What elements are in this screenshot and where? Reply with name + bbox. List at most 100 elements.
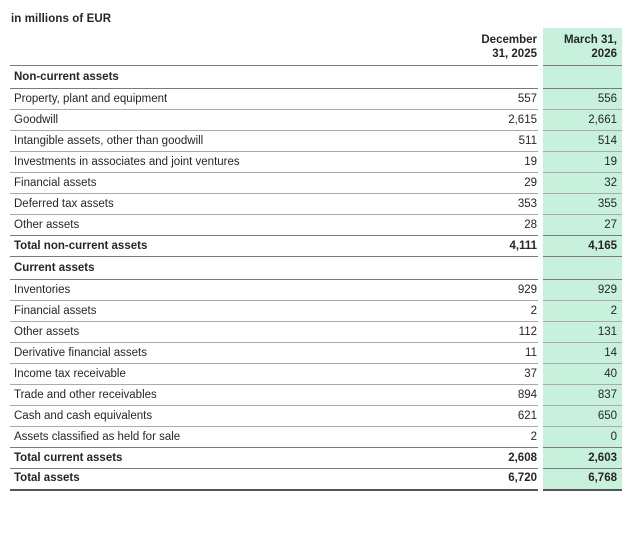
value-mar-31-2026: 355 bbox=[543, 193, 622, 215]
row-label: Current assets bbox=[10, 256, 390, 280]
header-col-december-31-2025: December 31, 2025 bbox=[390, 28, 538, 66]
table-row: Total assets 6,720 6,768 bbox=[10, 468, 622, 491]
value-dec-31-2025: 894 bbox=[390, 384, 538, 406]
column-gutter bbox=[538, 214, 543, 236]
column-gutter bbox=[538, 447, 543, 469]
value-dec-31-2025: 112 bbox=[390, 321, 538, 343]
value-dec-31-2025 bbox=[390, 256, 538, 280]
table-row: Trade and other receivables 894 837 bbox=[10, 384, 622, 406]
value-dec-31-2025: 929 bbox=[390, 279, 538, 301]
row-label: Total assets bbox=[10, 468, 390, 491]
value-dec-31-2025: 29 bbox=[390, 172, 538, 194]
value-mar-31-2026: 929 bbox=[543, 279, 622, 301]
column-gutter bbox=[538, 279, 543, 301]
table-row: Total current assets 2,608 2,603 bbox=[10, 447, 622, 469]
value-dec-31-2025: 4,111 bbox=[390, 235, 538, 257]
value-dec-31-2025: 2 bbox=[390, 300, 538, 322]
table-row: Assets classified as held for sale 2 0 bbox=[10, 426, 622, 448]
column-gutter bbox=[538, 468, 543, 490]
row-label: Other assets bbox=[10, 321, 390, 343]
value-mar-31-2026: 131 bbox=[543, 321, 622, 343]
value-dec-31-2025 bbox=[390, 65, 538, 89]
row-label: Total current assets bbox=[10, 447, 390, 469]
table-row: Inventories 929 929 bbox=[10, 279, 622, 301]
value-mar-31-2026: 4,165 bbox=[543, 235, 622, 257]
row-label: Other assets bbox=[10, 214, 390, 236]
row-label: Property, plant and equipment bbox=[10, 88, 390, 110]
row-label: Goodwill bbox=[10, 109, 390, 131]
value-mar-31-2026: 40 bbox=[543, 363, 622, 385]
value-mar-31-2026: 2 bbox=[543, 300, 622, 322]
column-gutter bbox=[538, 172, 543, 194]
value-mar-31-2026: 27 bbox=[543, 214, 622, 236]
table-row: Goodwill 2,615 2,661 bbox=[10, 109, 622, 131]
table-row: Non-current assets bbox=[10, 65, 622, 89]
header-col-line2: 2026 bbox=[591, 47, 617, 60]
table-row: Property, plant and equipment 557 556 bbox=[10, 88, 622, 110]
row-label: Total non-current assets bbox=[10, 235, 390, 257]
table-row: Investments in associates and joint vent… bbox=[10, 151, 622, 173]
table-row: Intangible assets, other than goodwill 5… bbox=[10, 130, 622, 152]
value-dec-31-2025: 2 bbox=[390, 426, 538, 448]
header-row: December 31, 2025 March 31, 2026 bbox=[10, 28, 622, 66]
column-gutter bbox=[538, 193, 543, 215]
table-row: Financial assets 2 2 bbox=[10, 300, 622, 322]
table-row: Cash and cash equivalents 621 650 bbox=[10, 405, 622, 427]
value-mar-31-2026: 514 bbox=[543, 130, 622, 152]
column-gutter bbox=[538, 65, 543, 89]
value-mar-31-2026 bbox=[543, 256, 622, 280]
row-label: Deferred tax assets bbox=[10, 193, 390, 215]
row-label: Investments in associates and joint vent… bbox=[10, 151, 390, 173]
table-row: Current assets bbox=[10, 256, 622, 280]
value-mar-31-2026: 6,768 bbox=[543, 468, 622, 491]
value-mar-31-2026: 650 bbox=[543, 405, 622, 427]
column-gutter bbox=[538, 342, 543, 364]
row-label: Cash and cash equivalents bbox=[10, 405, 390, 427]
column-gutter bbox=[538, 130, 543, 152]
row-label: Non-current assets bbox=[10, 65, 390, 89]
balance-sheet-assets-table: December 31, 2025 March 31, 2026 Non-cur… bbox=[10, 28, 622, 491]
table-row: Deferred tax assets 353 355 bbox=[10, 193, 622, 215]
value-dec-31-2025: 19 bbox=[390, 151, 538, 173]
value-dec-31-2025: 353 bbox=[390, 193, 538, 215]
row-label: Financial assets bbox=[10, 172, 390, 194]
table-row: Other assets 28 27 bbox=[10, 214, 622, 236]
row-label: Trade and other receivables bbox=[10, 384, 390, 406]
column-gutter bbox=[538, 109, 543, 131]
header-col-line1: December bbox=[481, 34, 537, 46]
row-label: Inventories bbox=[10, 279, 390, 301]
column-gutter bbox=[538, 151, 543, 173]
value-dec-31-2025: 28 bbox=[390, 214, 538, 236]
table-row: Financial assets 29 32 bbox=[10, 172, 622, 194]
value-dec-31-2025: 557 bbox=[390, 88, 538, 110]
table-row: Total non-current assets 4,111 4,165 bbox=[10, 235, 622, 257]
value-dec-31-2025: 511 bbox=[390, 130, 538, 152]
row-label: Intangible assets, other than goodwill bbox=[10, 130, 390, 152]
value-mar-31-2026: 837 bbox=[543, 384, 622, 406]
value-mar-31-2026: 2,661 bbox=[543, 109, 622, 131]
row-label: Assets classified as held for sale bbox=[10, 426, 390, 448]
value-mar-31-2026: 14 bbox=[543, 342, 622, 364]
column-gutter bbox=[538, 256, 543, 280]
value-mar-31-2026: 19 bbox=[543, 151, 622, 173]
value-mar-31-2026: 556 bbox=[543, 88, 622, 110]
value-mar-31-2026: 2,603 bbox=[543, 447, 622, 469]
table-row: Derivative financial assets 11 14 bbox=[10, 342, 622, 364]
value-mar-31-2026: 0 bbox=[543, 426, 622, 448]
row-label: Financial assets bbox=[10, 300, 390, 322]
value-mar-31-2026 bbox=[543, 65, 622, 89]
value-dec-31-2025: 621 bbox=[390, 405, 538, 427]
column-gutter bbox=[538, 88, 543, 110]
row-label: Derivative financial assets bbox=[10, 342, 390, 364]
value-dec-31-2025: 2,615 bbox=[390, 109, 538, 131]
header-empty-cell bbox=[10, 28, 390, 66]
table-row: Other assets 112 131 bbox=[10, 321, 622, 343]
column-gutter bbox=[538, 384, 543, 406]
header-col-line2: 31, 2025 bbox=[492, 47, 537, 60]
value-dec-31-2025: 11 bbox=[390, 342, 538, 364]
header-col-line1: March 31, bbox=[563, 34, 617, 46]
column-gutter bbox=[538, 300, 543, 322]
value-mar-31-2026: 32 bbox=[543, 172, 622, 194]
value-dec-31-2025: 2,608 bbox=[390, 447, 538, 469]
balance-sheet-assets-page: in millions of EUR December 31, 2025 Mar… bbox=[10, 13, 622, 491]
